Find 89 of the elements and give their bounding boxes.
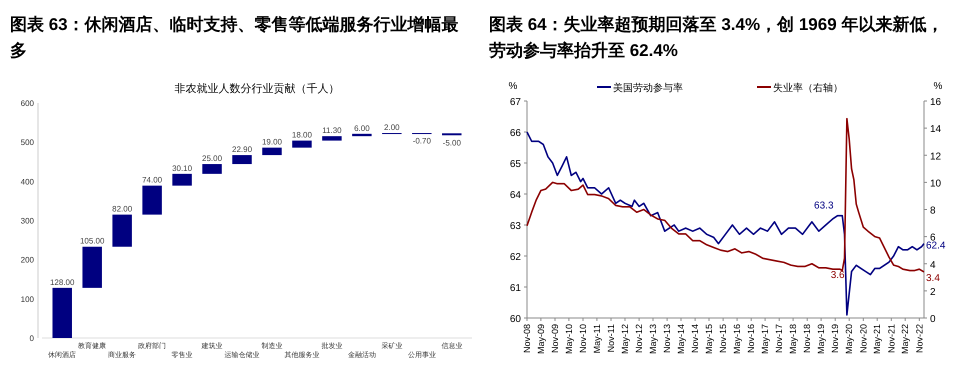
data-label: 2.00 — [384, 123, 400, 132]
annotation: 3.6 — [830, 270, 846, 281]
y-axis-title: % — [508, 81, 518, 92]
data-label: 11.30 — [322, 126, 342, 136]
y-tick-label: 100 — [20, 294, 35, 304]
y2-tick-label: 12 — [930, 151, 942, 162]
x-tick-label: May-20 — [844, 324, 854, 354]
y-tick-label: 65 — [510, 159, 522, 170]
bar — [52, 288, 72, 338]
x-tick-label: Nov-15 — [718, 324, 728, 354]
bar — [232, 155, 252, 164]
chart-title: 图表 64：失业率超预期回落至 3.4%，创 1969 年以来新低，劳动参与率抬升至 62.4% — [489, 15, 944, 60]
x-tick-label: Nov-14 — [690, 324, 700, 354]
y-tick-label: 600 — [20, 99, 35, 108]
x-tick-label: May-12 — [620, 324, 630, 354]
data-label: 105.00 — [80, 236, 105, 246]
y-tick-label: 63 — [510, 221, 522, 232]
data-label: 6.00 — [354, 124, 370, 133]
y2-tick-label: 4 — [930, 260, 936, 271]
bar — [172, 174, 192, 186]
x-tick-label: Nov-22 — [914, 324, 924, 354]
y-tick-label: 66 — [510, 128, 522, 139]
y2-tick-label: 0 — [930, 314, 936, 325]
x-tick-label: May-21 — [872, 324, 882, 354]
x-tick-label: Nov-21 — [886, 324, 896, 354]
chart-title: 图表 63：休闲酒店、临时支持、零售等低端服务行业增幅最多 — [10, 15, 459, 60]
data-label: -0.70 — [412, 136, 432, 146]
data-label: 82.00 — [112, 204, 133, 214]
data-label: 22.90 — [232, 145, 253, 154]
y-tick-label: 400 — [20, 177, 35, 186]
x-tick-label: May-09 — [536, 324, 546, 354]
y2-tick-label: 14 — [930, 124, 942, 136]
annotation: 62.4 — [926, 240, 946, 252]
y-tick-label: 62 — [510, 252, 522, 263]
x-tick-label: Nov-09 — [550, 324, 560, 354]
y2-tick-label: 8 — [930, 206, 936, 216]
chart-subtitle: 非农就业人数分行业贡献（千人） — [174, 82, 340, 95]
x-tick-label: Nov-12 — [634, 324, 644, 354]
x-tick-label: May-11 — [592, 324, 602, 354]
bar — [82, 246, 102, 288]
y-tick-label: 0 — [30, 334, 35, 343]
y2-tick-label: 16 — [930, 97, 942, 108]
x-tick-label: Nov-19 — [830, 324, 840, 354]
bar — [292, 140, 312, 148]
y-tick-label: 61 — [510, 283, 522, 294]
x-tick-label: May-15 — [704, 324, 714, 354]
data-label: 19.00 — [262, 138, 283, 147]
x-tick-label: May-16 — [732, 324, 742, 354]
x-tick-label: Nov-08 — [522, 324, 532, 354]
bar — [142, 186, 162, 215]
bar — [262, 148, 282, 156]
x-tick-label: Nov-18 — [802, 324, 812, 354]
x-tick-label: May-13 — [648, 324, 658, 354]
data-label: 30.10 — [172, 164, 193, 173]
x-tick-label: May-14 — [676, 324, 686, 354]
y-tick-label: 500 — [20, 138, 35, 148]
data-label: 18.00 — [292, 130, 312, 140]
x-tick-label: Nov-10 — [578, 324, 588, 354]
x-tick-label: May-17 — [760, 324, 770, 354]
x-tick-label: Nov-16 — [746, 324, 756, 354]
legend-label: 失业率（右轴） — [773, 82, 843, 94]
x-tick-label: May-10 — [564, 324, 574, 354]
bar — [202, 164, 222, 174]
x-tick-label: Nov-17 — [774, 324, 784, 354]
x-tick-label: May-18 — [788, 324, 798, 354]
y-tick-label: 60 — [510, 314, 522, 325]
data-label: 25.00 — [202, 154, 223, 164]
legend-label: 美国劳动参与率 — [613, 82, 683, 94]
annotation: 63.3 — [814, 200, 834, 212]
bar — [322, 136, 342, 141]
x-tick-label: Nov-13 — [662, 324, 672, 354]
y-tick-label: 300 — [20, 216, 35, 226]
y-tick-label: 64 — [510, 190, 522, 201]
x-tick-label: Nov-11 — [606, 324, 616, 352]
bar — [112, 214, 132, 247]
text: 3.4 — [926, 273, 940, 284]
data-label: 128.00 — [50, 278, 76, 287]
y2-tick-label: 10 — [930, 178, 942, 190]
y-tick-label: 200 — [20, 256, 35, 265]
y-tick-label: 67 — [510, 97, 522, 108]
data-label: -5.00 — [442, 138, 462, 148]
data-label: 74.00 — [142, 176, 163, 185]
y2-tick-label: 2 — [930, 286, 936, 298]
x-tick-label: May-19 — [816, 324, 826, 354]
line-series — [526, 118, 925, 273]
x-tick-label: Nov-20 — [858, 324, 868, 354]
y2-axis-title: % — [934, 81, 943, 92]
line-series — [526, 131, 925, 316]
x-tick-label: May-22 — [900, 324, 910, 354]
